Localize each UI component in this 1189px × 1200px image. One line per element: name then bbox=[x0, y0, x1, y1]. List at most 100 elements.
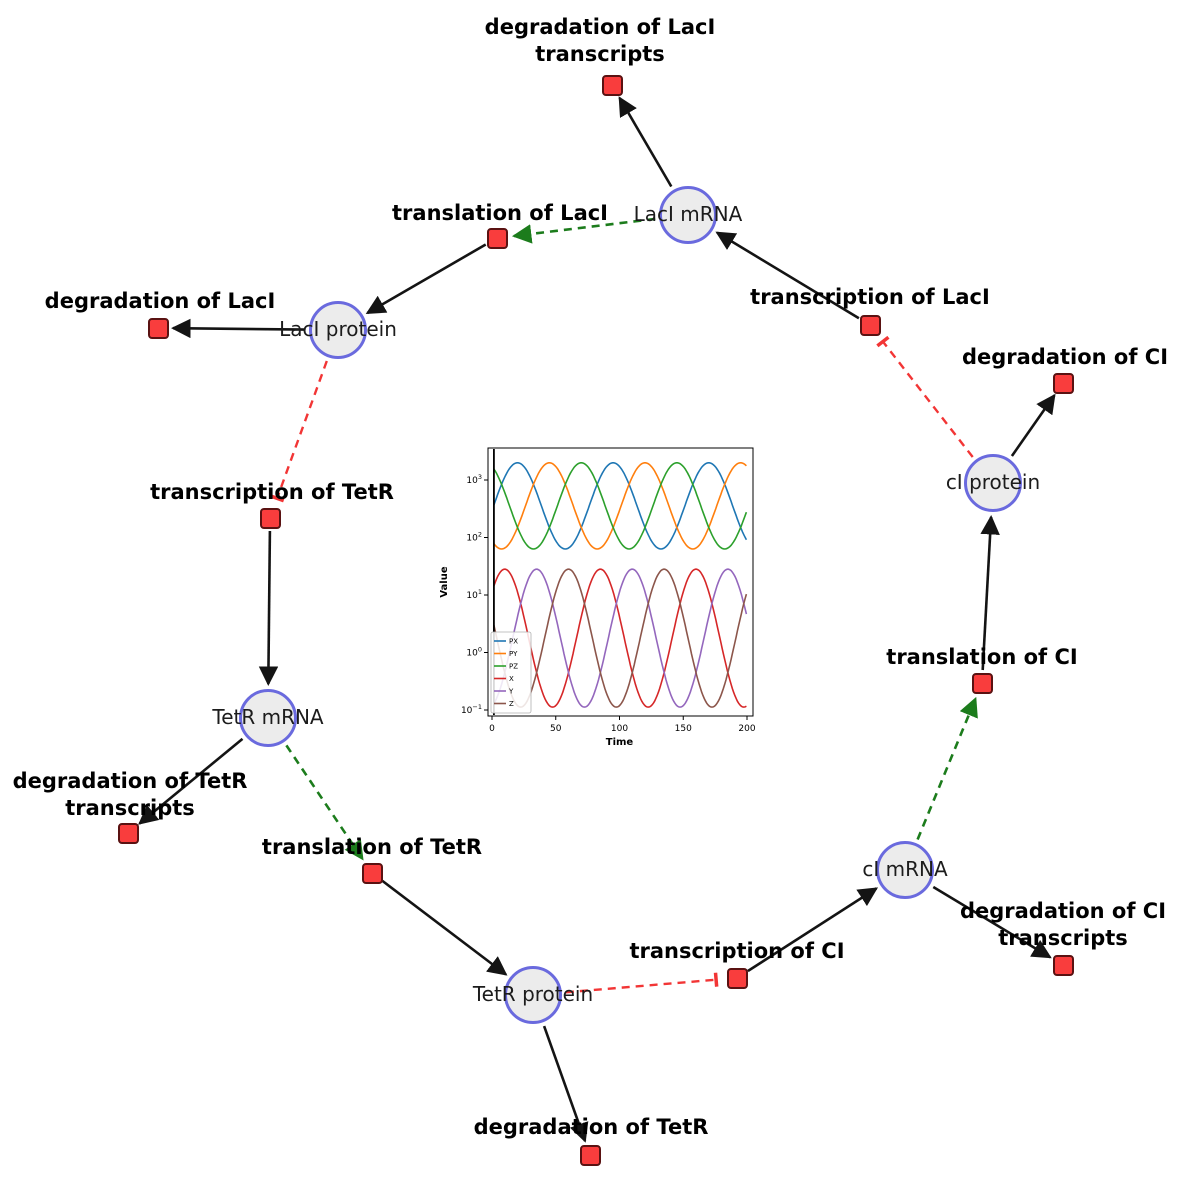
edge-ci_protein-to-degradation_ci bbox=[1010, 393, 1056, 457]
y-tick-label: 101 bbox=[466, 588, 482, 601]
legend-label-PZ: PZ bbox=[509, 663, 518, 671]
reaction-node-degradation_ci_transcripts bbox=[1052, 954, 1074, 976]
reaction-label-line: transcripts bbox=[998, 926, 1128, 950]
edge-laci_mrna-to-degradation_laci_transcripts bbox=[618, 96, 673, 188]
edge-ci_mrna-to-degradation_ci_transcripts bbox=[932, 885, 1052, 959]
reaction-node-translation_laci bbox=[486, 227, 508, 249]
edge-translation_ci-to-ci_protein bbox=[980, 514, 1000, 671]
edge-transcription_tetr-to-tetr_mrna bbox=[258, 530, 279, 686]
legend-label-Z: Z bbox=[509, 700, 514, 708]
reaction-node-transcription_ci bbox=[726, 967, 748, 989]
species-label-laci_mrna: LacI mRNA bbox=[633, 202, 743, 226]
reaction-label-degradation_ci_transcripts: degradation of CI transcripts bbox=[903, 898, 1189, 952]
chart-series-Z bbox=[493, 568, 748, 708]
legend-label-PY: PY bbox=[509, 650, 518, 658]
legend-label-X: X bbox=[509, 675, 514, 683]
inset-chart-svg: 10−1 100 101 102 103 0 50 100 150 200 Time Value PX P… bbox=[439, 447, 756, 748]
chart-series-PZ bbox=[493, 462, 748, 550]
edge-tetr_mrna-to-translation_tetr bbox=[285, 744, 364, 861]
reaction-node-degradation_laci_transcripts bbox=[601, 74, 623, 96]
legend-label-PX: PX bbox=[509, 638, 518, 646]
y-tick-label: 102 bbox=[466, 531, 482, 544]
edge-transcription_laci-to-laci_mrna bbox=[715, 231, 860, 320]
reaction-label-transcription_ci: transcription of CI bbox=[577, 938, 897, 965]
species-node-ci_protein bbox=[964, 454, 1022, 512]
edge-tetr_mrna-to-degradation_tetr_transcripts bbox=[138, 737, 244, 825]
reaction-label-line: degradation of LacI bbox=[484, 15, 716, 39]
reaction-label-line: transcripts bbox=[65, 796, 195, 820]
reaction-label-line: degradation of LacI bbox=[44, 288, 276, 313]
reaction-label-line: translation of LacI bbox=[392, 200, 608, 225]
chart-series-PY bbox=[493, 462, 747, 550]
edge-ci_protein-to-transcription_laci bbox=[876, 335, 974, 458]
reaction-label-line: transcripts bbox=[535, 42, 665, 66]
reaction-label-line: transcription of LacI bbox=[750, 284, 990, 309]
reaction-node-degradation_laci bbox=[147, 317, 169, 339]
reaction-label-translation_laci: translation of LacI bbox=[340, 200, 660, 227]
species-node-laci_mrna bbox=[659, 186, 717, 244]
reaction-node-degradation_tetr_transcripts bbox=[117, 822, 139, 844]
reaction-label-transcription_tetr: transcription of TetR bbox=[112, 479, 432, 506]
reaction-label-line: degradation of TetR bbox=[12, 769, 248, 793]
species-label-tetr_protein: TetR protein bbox=[472, 982, 594, 1006]
simulation-inset-chart: 10−1 100 101 102 103 0 50 100 150 200 Time Value PX P… bbox=[435, 440, 770, 762]
species-node-tetr_mrna bbox=[239, 689, 297, 747]
reaction-label-line: translation of TetR bbox=[261, 834, 483, 859]
legend-label-Y: Y bbox=[508, 688, 514, 696]
reaction-label-degradation_laci: degradation of LacI bbox=[0, 288, 320, 315]
reaction-label-line: degradation of TetR bbox=[473, 1114, 709, 1139]
reaction-label-transcription_laci: transcription of LacI bbox=[710, 284, 1030, 311]
species-label-laci_protein: LacI protein bbox=[279, 317, 397, 341]
chart-series-Y bbox=[493, 568, 748, 708]
y-axis-label: Value bbox=[439, 566, 450, 597]
edge-translation_laci-to-laci_protein bbox=[365, 243, 487, 315]
species-node-ci_mrna bbox=[876, 841, 934, 899]
y-tick-label: 10−1 bbox=[461, 703, 482, 716]
y-tick-label: 100 bbox=[466, 646, 482, 659]
chart-legend bbox=[490, 631, 532, 714]
edge-laci_protein-to-degradation_laci bbox=[171, 318, 306, 339]
x-axis-label: Time bbox=[606, 737, 634, 748]
reaction-label-line: transcription of TetR bbox=[150, 479, 394, 504]
edge-laci_mrna-to-translation_laci bbox=[511, 217, 656, 244]
reaction-node-transcription_tetr bbox=[259, 507, 281, 529]
x-tick-label: 100 bbox=[611, 724, 628, 734]
reaction-label-line: degradation of CI bbox=[961, 344, 1169, 369]
x-tick-label: 150 bbox=[675, 724, 692, 734]
reaction-node-degradation_ci bbox=[1052, 372, 1074, 394]
x-tick-label: 50 bbox=[550, 724, 562, 734]
reaction-node-translation_tetr bbox=[361, 862, 383, 884]
species-label-ci_mrna: cI mRNA bbox=[862, 857, 948, 881]
y-tick-label: 103 bbox=[466, 473, 482, 486]
chart-series-PX bbox=[493, 462, 748, 550]
species-label-ci_protein: cI protein bbox=[945, 470, 1041, 494]
reaction-node-degradation_tetr bbox=[579, 1144, 601, 1166]
species-node-laci_protein bbox=[309, 301, 367, 359]
chart-frame bbox=[487, 447, 754, 717]
reaction-node-transcription_laci bbox=[859, 314, 881, 336]
edge-ci_mrna-to-translation_ci bbox=[916, 696, 978, 840]
reaction-label-line: translation of CI bbox=[886, 644, 1078, 669]
reaction-node-translation_ci bbox=[971, 672, 993, 694]
reaction-label-degradation_ci: degradation of CI bbox=[905, 344, 1189, 371]
chart-series-X bbox=[493, 568, 747, 708]
reaction-label-degradation_tetr_transcripts: degradation of TetR transcripts bbox=[0, 768, 290, 822]
reaction-label-degradation_laci_transcripts: degradation of LacI transcripts bbox=[440, 14, 760, 68]
x-tick-label: 200 bbox=[738, 724, 755, 734]
reaction-label-translation_tetr: translation of TetR bbox=[212, 834, 532, 861]
edge-laci_protein-to-transcription_tetr bbox=[269, 360, 328, 503]
x-tick-label: 0 bbox=[489, 724, 495, 734]
reaction-label-translation_ci: translation of CI bbox=[822, 644, 1142, 671]
edge-transcription_ci-to-ci_mrna bbox=[747, 887, 879, 973]
reaction-label-line: degradation of CI bbox=[959, 899, 1167, 923]
reaction-label-degradation_tetr: degradation of TetR bbox=[431, 1114, 751, 1141]
edge-tetr_protein-to-transcription_ci bbox=[565, 972, 719, 994]
reaction-label-line: transcription of CI bbox=[629, 938, 845, 963]
edge-translation_tetr-to-tetr_protein bbox=[381, 879, 508, 976]
edge-tetr_protein-to-degradation_tetr bbox=[542, 1025, 589, 1143]
species-node-tetr_protein bbox=[504, 966, 562, 1024]
species-label-tetr_mrna: TetR mRNA bbox=[212, 705, 324, 729]
